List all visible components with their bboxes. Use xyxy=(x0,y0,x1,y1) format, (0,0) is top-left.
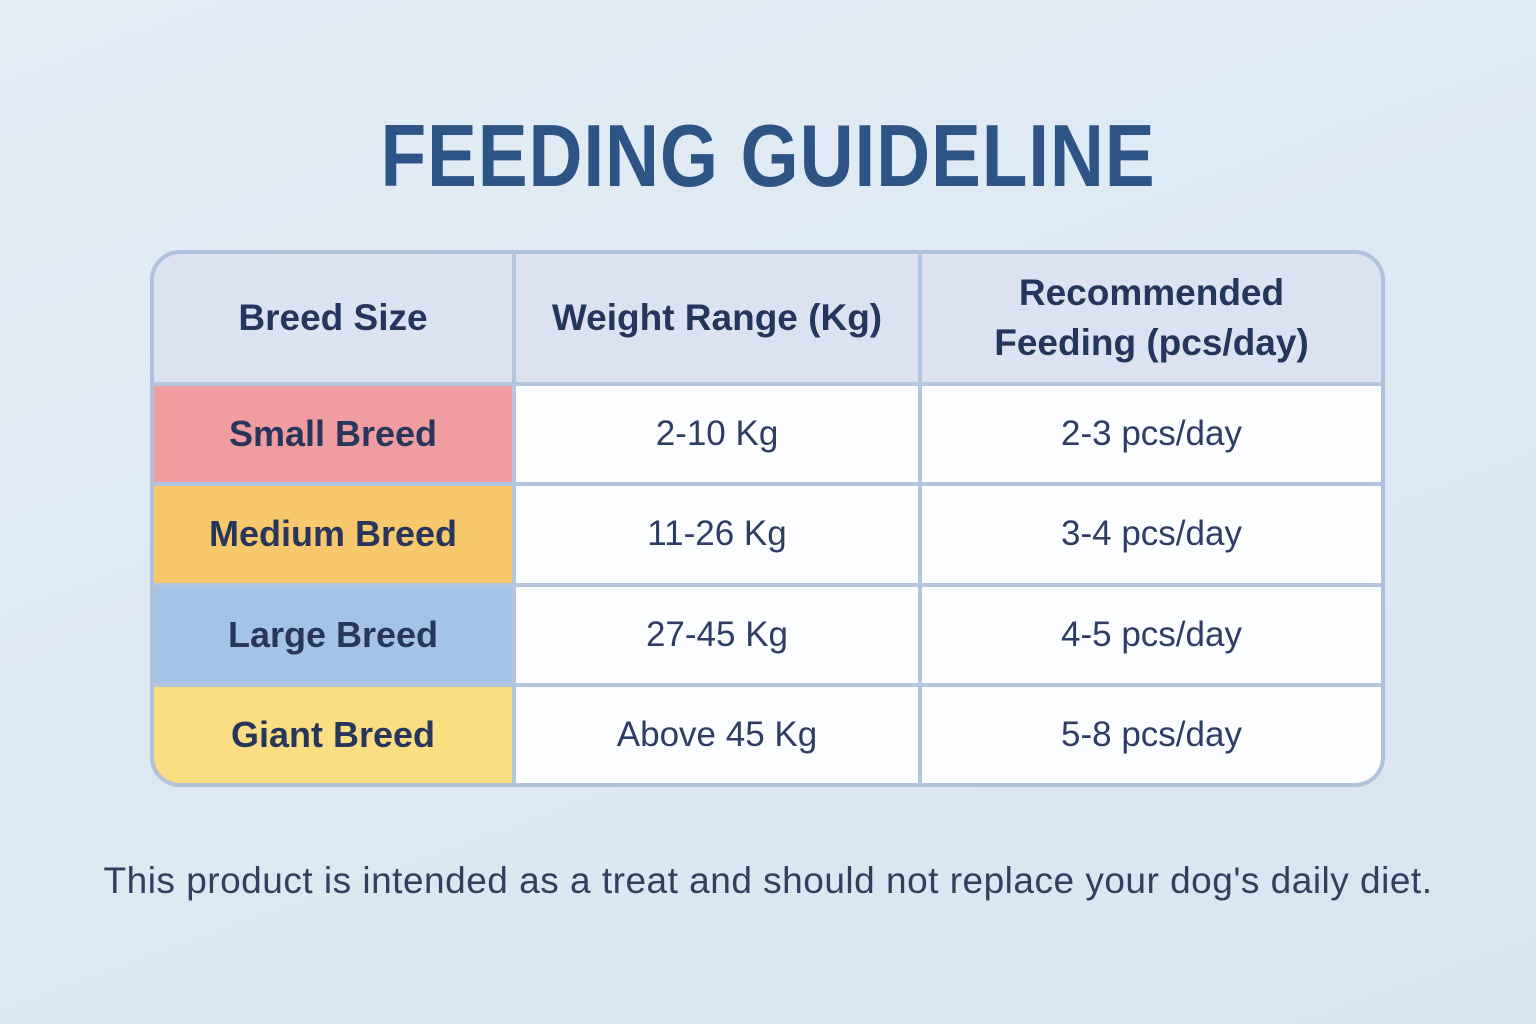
breed-cell-medium: Medium Breed xyxy=(154,486,512,583)
breed-cell-large: Large Breed xyxy=(154,586,512,683)
page-title: FEEDING GUIDELINE xyxy=(380,106,1156,205)
feeding-cell-small: 2-3 pcs/day xyxy=(922,386,1381,483)
disclaimer-text: This product is intended as a treat and … xyxy=(103,860,1433,901)
feeding-cell-large: 4-5 pcs/day xyxy=(922,586,1381,683)
feeding-cell-medium: 3-4 pcs/day xyxy=(922,486,1381,583)
weight-cell-medium: 11-26 Kg xyxy=(516,486,918,583)
feeding-guideline-table: Breed Size Weight Range (Kg) Recommended… xyxy=(150,250,1385,787)
weight-cell-giant: Above 45 Kg xyxy=(516,686,918,783)
column-header-recommended-feeding: Recommended Feeding (pcs/day) xyxy=(922,254,1381,382)
breed-cell-small: Small Breed xyxy=(154,386,512,483)
weight-cell-small: 2-10 Kg xyxy=(516,386,918,483)
weight-cell-large: 27-45 Kg xyxy=(516,586,918,683)
feeding-cell-giant: 5-8 pcs/day xyxy=(922,686,1381,783)
breed-cell-giant: Giant Breed xyxy=(154,686,512,783)
column-header-breed-size: Breed Size xyxy=(154,254,512,382)
column-header-weight-range: Weight Range (Kg) xyxy=(516,254,918,382)
